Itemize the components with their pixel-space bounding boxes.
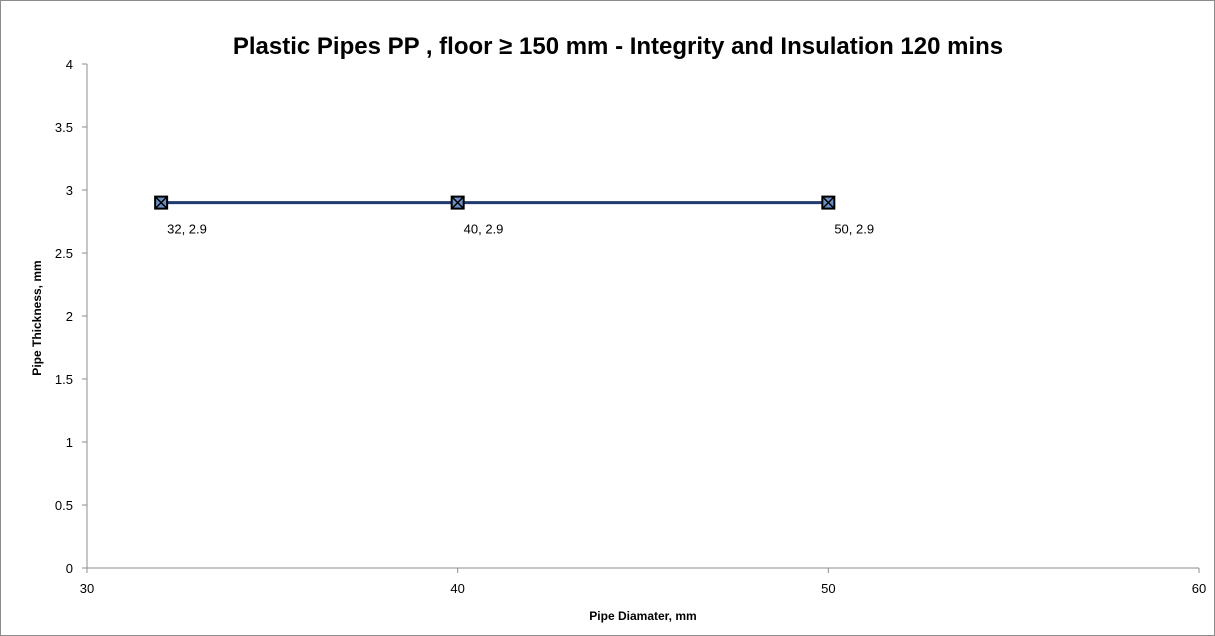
x-axis-title: Pipe Diamater, mm xyxy=(589,609,696,623)
y-tick-label: 2.5 xyxy=(55,246,73,261)
y-axis-title: Pipe Thickness, mm xyxy=(30,260,44,375)
y-tick-label: 1 xyxy=(66,435,73,450)
y-tick-label: 0.5 xyxy=(55,498,73,513)
x-tick-label: 40 xyxy=(450,581,464,596)
data-point-cross xyxy=(821,196,835,210)
x-tick-label: 60 xyxy=(1192,581,1206,596)
y-tick-label: 1.5 xyxy=(55,372,73,387)
data-point-cross xyxy=(451,196,465,210)
y-tick-label: 4 xyxy=(66,57,73,72)
plot-area: 0 0.5 1 1.5 2 2.5 3 3.5 4 30 40 50 60 32, 2.9 40, 2.9 5… xyxy=(55,57,1206,596)
data-label: 32, 2.9 xyxy=(167,222,207,237)
x-tick-label: 30 xyxy=(80,581,94,596)
chart-title: Plastic Pipes PP , floor ≥ 150 mm - Inte… xyxy=(233,33,1003,60)
y-tick-label: 3 xyxy=(66,183,73,198)
y-tick-label: 2 xyxy=(66,309,73,324)
data-label: 50, 2.9 xyxy=(834,222,874,237)
y-tick-label: 3.5 xyxy=(55,120,73,135)
data-label: 40, 2.9 xyxy=(464,222,504,237)
y-tick-label: 0 xyxy=(66,561,73,576)
x-tick-label: 50 xyxy=(821,581,835,596)
data-point-cross xyxy=(154,196,168,210)
